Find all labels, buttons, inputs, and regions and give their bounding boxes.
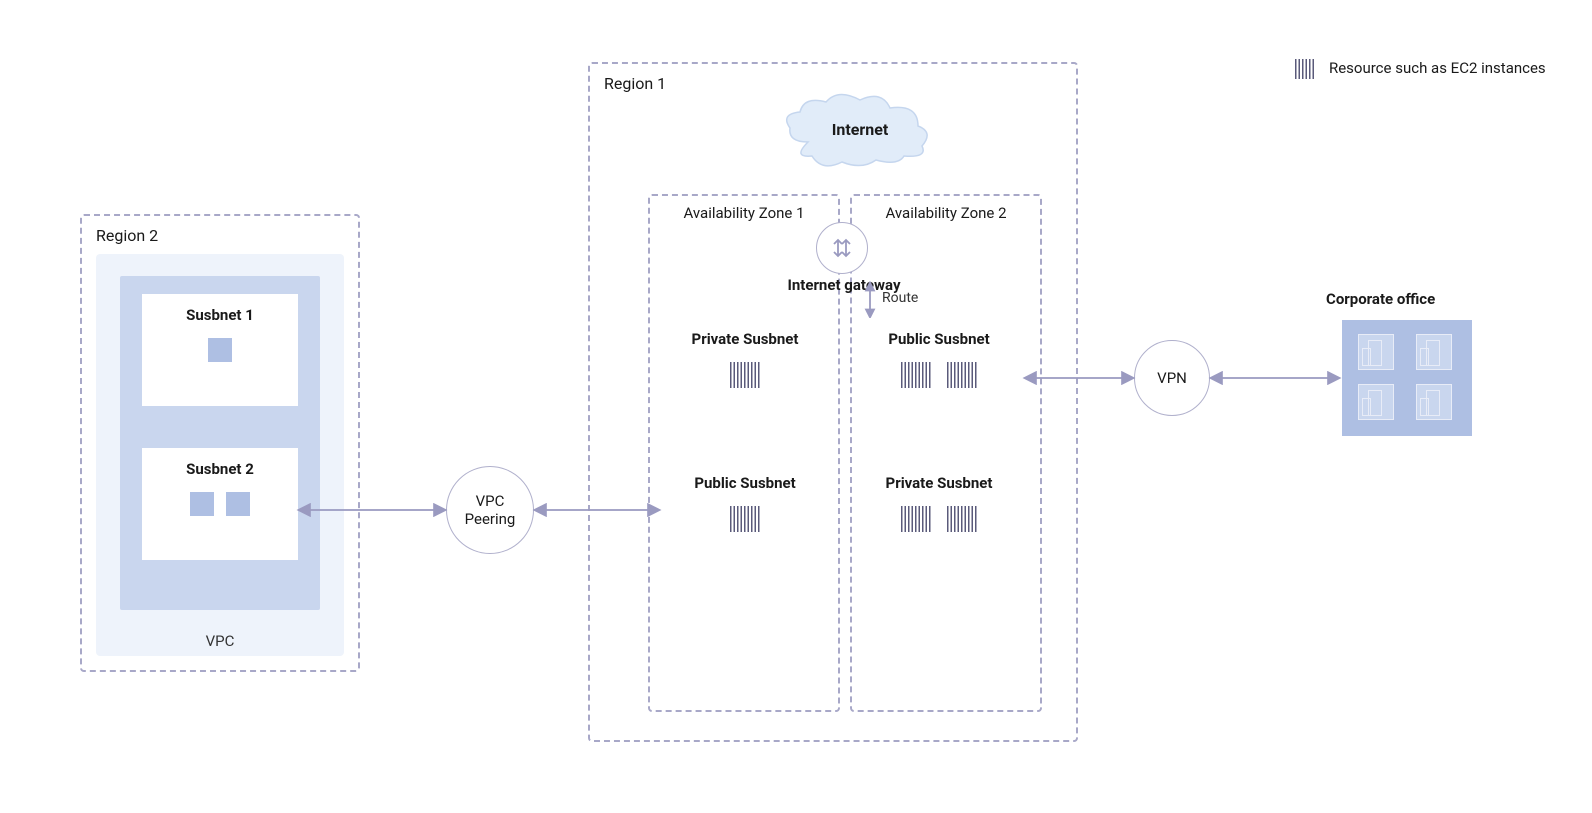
connectors-layer — [0, 0, 1592, 813]
architecture-diagram: Resource such as EC2 instances Region 2 … — [0, 0, 1592, 813]
